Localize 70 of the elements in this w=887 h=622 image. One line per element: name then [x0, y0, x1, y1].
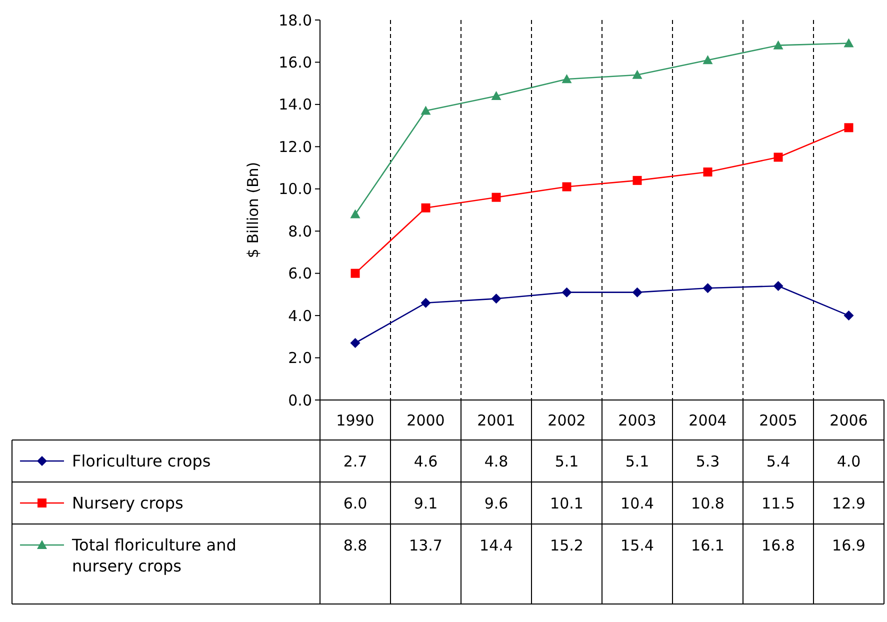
point	[420, 106, 431, 115]
point	[632, 70, 642, 79]
point	[350, 268, 360, 278]
x-tick-label: 2005	[759, 411, 798, 430]
point	[491, 294, 502, 304]
y-tick-label: 10.0	[278, 180, 312, 198]
point	[421, 203, 430, 212]
data-label: 10.1	[550, 494, 584, 512]
data-label: 10.4	[620, 494, 654, 512]
data-label: 16.9	[832, 536, 866, 554]
y-tick-label: 6.0	[288, 264, 312, 283]
point	[632, 176, 642, 185]
data-label: 5.3	[696, 452, 720, 470]
point	[562, 287, 572, 298]
legend-label: Floriculture crops	[72, 452, 211, 471]
point	[773, 40, 784, 50]
point	[492, 192, 501, 202]
x-tick-label: 2001	[477, 411, 516, 430]
y-tick-label: 8.0	[288, 222, 312, 240]
point	[844, 310, 854, 321]
data-label: 8.8	[343, 536, 368, 554]
y-tick-label: 0.0	[288, 391, 312, 410]
data-label: 9.1	[414, 494, 438, 512]
x-tick-label: 2006	[830, 411, 868, 430]
point	[774, 152, 783, 162]
data-label: 4.0	[836, 452, 861, 470]
data-label: 11.5	[762, 494, 795, 512]
y-tick-label: 4.0	[288, 306, 312, 325]
data-label: 12.9	[832, 494, 866, 512]
point	[703, 168, 712, 176]
point	[632, 287, 642, 298]
data-label: 4.6	[414, 452, 438, 470]
point	[491, 91, 502, 100]
data-label: 9.6	[484, 494, 508, 512]
x-tick-label: 2003	[618, 411, 656, 430]
point	[773, 281, 784, 291]
legend-label: Nursery crops	[72, 494, 184, 513]
point	[562, 74, 572, 84]
data-label: 16.1	[691, 536, 724, 554]
x-tick-label: 2000	[406, 411, 445, 430]
data-label: 13.7	[409, 536, 442, 554]
data-label: 16.8	[762, 536, 795, 554]
data-label: 5.4	[766, 452, 790, 470]
point	[350, 338, 360, 348]
data-label: 15.2	[550, 536, 584, 554]
data-label: 2.7	[343, 452, 368, 470]
data-label: 14.4	[480, 536, 513, 554]
point	[562, 182, 572, 192]
x-tick-label: 2002	[548, 411, 586, 430]
x-tick-label: 2004	[688, 411, 727, 430]
data-label: 5.1	[625, 452, 650, 470]
data-label: 4.8	[484, 452, 508, 470]
y-tick-label: 12.0	[278, 138, 312, 156]
point	[844, 123, 854, 132]
point	[702, 55, 713, 64]
data-label: 5.1	[554, 452, 579, 470]
point	[420, 298, 431, 308]
legend-label: Total floriculture and nursery crops	[71, 536, 236, 576]
data-label: 15.4	[620, 536, 654, 554]
data-label: 6.0	[343, 494, 368, 512]
point	[844, 38, 854, 48]
y-axis-title: $ Billion (Bn)	[244, 162, 262, 258]
point	[702, 283, 713, 294]
y-tick-label: 2.0	[288, 349, 312, 368]
x-tick-label: 1990	[336, 411, 374, 430]
point	[350, 209, 360, 218]
data-label: 10.8	[691, 494, 724, 512]
y-tick-label: 14.0	[278, 96, 312, 114]
y-tick-label: 18.0	[278, 11, 312, 30]
y-tick-label: 16.0	[278, 53, 312, 72]
